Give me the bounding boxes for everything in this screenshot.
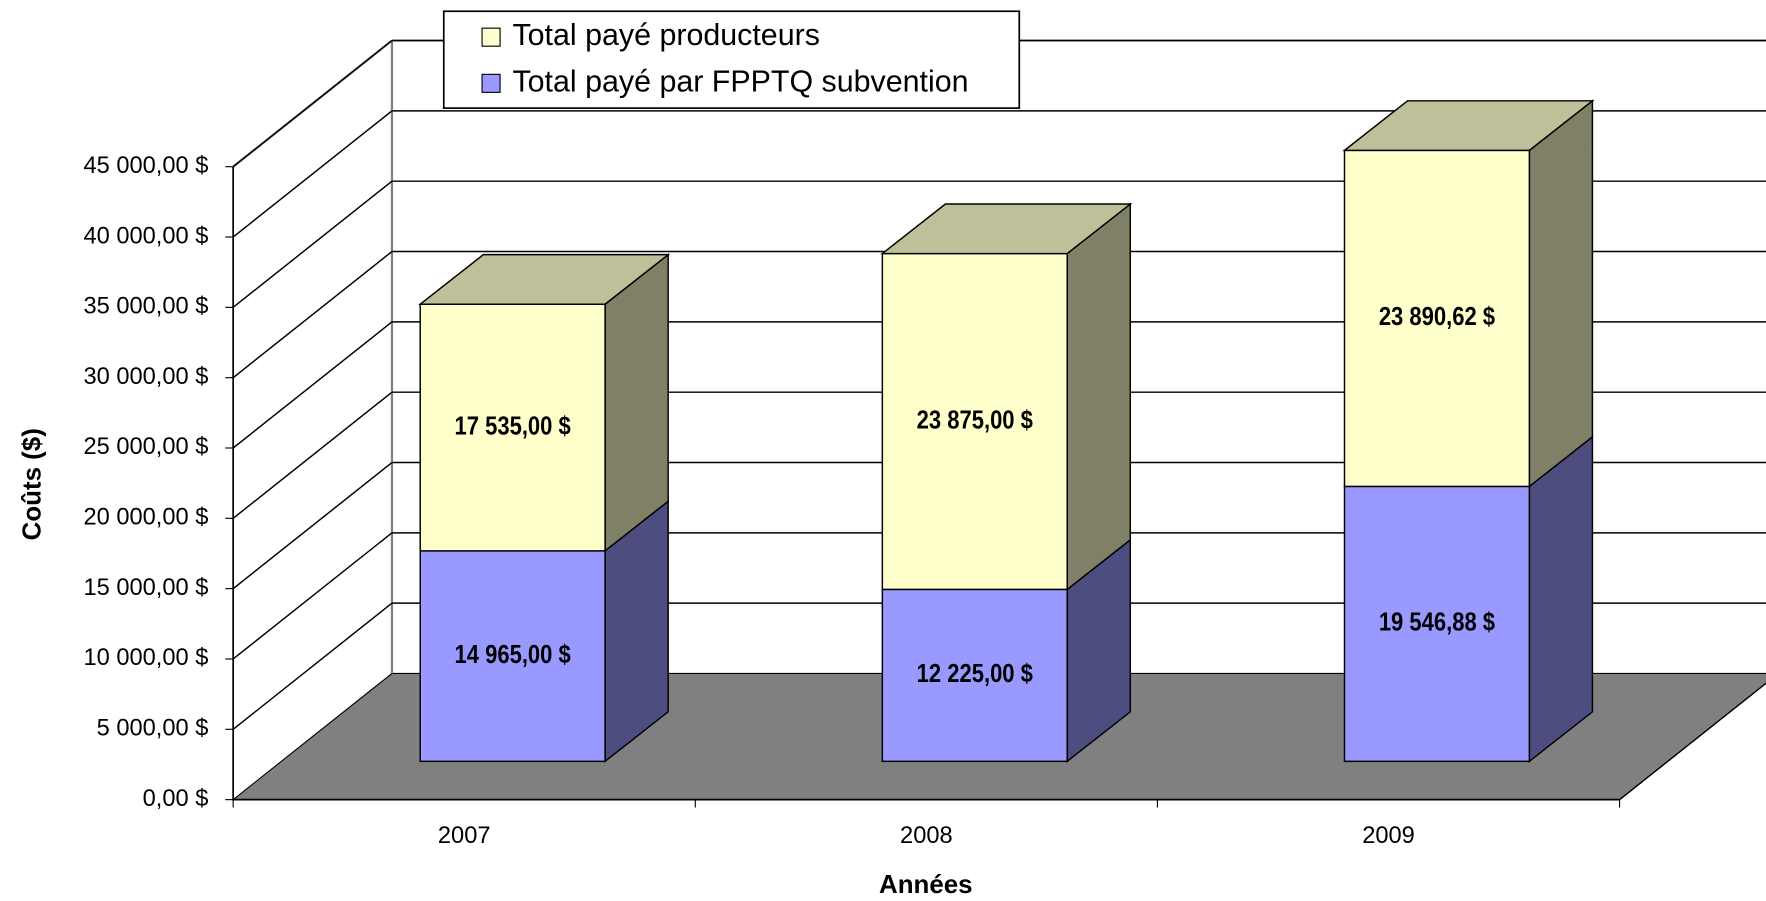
- y-tick-label: 25 000,00 $: [83, 434, 208, 460]
- grid-line: [232, 532, 393, 660]
- y-axis-title: Coûts ($): [19, 428, 47, 540]
- y-tick-label: 10 000,00 $: [83, 645, 208, 671]
- bar: [1343, 149, 1531, 488]
- data-label: 19 546,88 $: [1379, 608, 1496, 637]
- legend-swatch: [481, 73, 501, 93]
- bar-side: [1066, 202, 1132, 591]
- bar: [419, 550, 606, 763]
- legend-box: [442, 10, 1021, 109]
- grid-line: [232, 110, 393, 238]
- y-tick-label: 0,00 $: [143, 786, 209, 812]
- grid-line: [232, 602, 393, 730]
- bar: [881, 588, 1068, 763]
- legend-label: Total payé producteurs: [512, 18, 819, 52]
- grid-line: [232, 321, 393, 449]
- x-tick-label: 2009: [1362, 823, 1415, 849]
- y-tick-label: 15 000,00 $: [83, 575, 208, 601]
- grid-line: [232, 391, 393, 519]
- x-tick-label: 2007: [438, 823, 491, 849]
- bar-top: [880, 203, 1133, 255]
- grid-line: [232, 180, 393, 308]
- grid-line: [232, 250, 393, 379]
- data-label: 12 225,00 $: [917, 660, 1034, 689]
- grid-line: [232, 461, 393, 590]
- x-axis-title: Années: [879, 871, 973, 899]
- bar-side: [1528, 435, 1594, 763]
- legend-swatch: [481, 27, 501, 47]
- y-tick-label: 30 000,00 $: [83, 364, 208, 390]
- y-tick-label: 20 000,00 $: [83, 505, 208, 531]
- grid-line: [232, 39, 393, 168]
- x-tick-label: 2008: [900, 823, 953, 849]
- data-label: 23 890,62 $: [1379, 303, 1496, 332]
- data-label: 14 965,00 $: [455, 640, 572, 669]
- y-tick-label: 40 000,00 $: [83, 223, 208, 249]
- data-label: 17 535,00 $: [455, 412, 572, 441]
- y-tick-label: 35 000,00 $: [83, 294, 208, 320]
- bar-top: [418, 253, 671, 305]
- bar: [1343, 485, 1531, 763]
- bar-side: [604, 253, 669, 553]
- y-tick-label: 45 000,00 $: [83, 153, 208, 179]
- bar-top: [1342, 100, 1595, 152]
- legend-label: Total payé par FPPTQ subvention: [512, 64, 968, 98]
- x-tick-mark: [1619, 682, 1766, 801]
- y-tick-label: 5 000,00 $: [97, 716, 209, 742]
- bar: [419, 303, 606, 552]
- data-label: 23 875,00 $: [917, 406, 1034, 435]
- bar-side: [1528, 99, 1594, 488]
